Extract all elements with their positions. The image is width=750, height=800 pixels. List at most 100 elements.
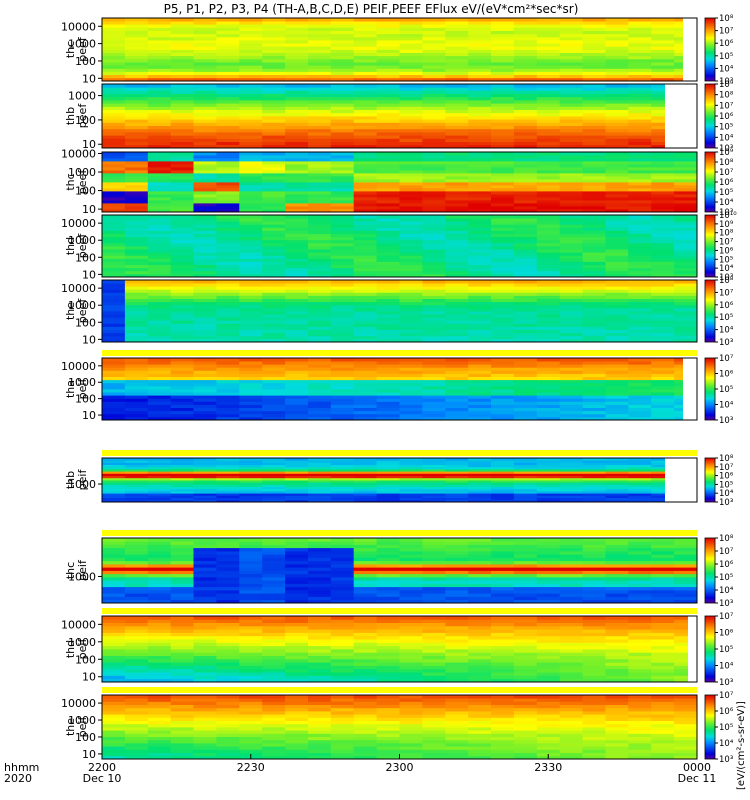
spectrogram-cell <box>399 289 423 293</box>
spectrogram-cell <box>559 255 583 259</box>
spectrogram-cell <box>605 567 629 571</box>
spectrogram-cell <box>262 103 286 107</box>
spectrogram-cell <box>147 191 172 195</box>
spectrogram-cell <box>422 218 446 222</box>
spectrogram-cell <box>445 100 469 104</box>
spectrogram-cell <box>582 655 606 660</box>
spectrogram-cell <box>285 665 309 670</box>
spectrogram-cell <box>376 158 400 162</box>
spectrogram-cell <box>308 358 332 362</box>
spectrogram-cell <box>262 179 286 183</box>
spectrogram-cell <box>170 541 194 545</box>
spectrogram-cell <box>422 398 446 402</box>
spectrogram-cell <box>262 551 286 555</box>
spectrogram-cell <box>216 270 240 275</box>
spectrogram-cell <box>262 100 286 104</box>
spectrogram-cell <box>124 109 149 114</box>
spectrogram-cell <box>102 338 126 343</box>
spectrogram-cell <box>605 261 629 265</box>
spectrogram-cell <box>170 711 194 715</box>
spectrogram-cell <box>651 625 675 630</box>
spectrogram-cell <box>651 642 675 647</box>
spectrogram-cell <box>147 557 172 562</box>
spectrogram-cell <box>399 326 423 330</box>
spectrogram-cell <box>513 21 538 25</box>
spectrogram-cell <box>216 645 240 650</box>
spectrogram-cell <box>513 40 538 44</box>
spectrogram-cell <box>674 167 698 171</box>
spectrogram-cell <box>536 141 561 146</box>
spectrogram-cell <box>308 616 332 620</box>
spectrogram-cell <box>651 255 675 259</box>
spectrogram-cell <box>491 338 515 343</box>
spectrogram-cell <box>628 255 652 259</box>
spectrogram-cell <box>330 167 355 171</box>
spectrogram-cell <box>651 230 675 234</box>
spectrogram-cell <box>239 18 263 22</box>
spectrogram-cell <box>124 301 149 306</box>
spectrogram-cell <box>674 652 698 656</box>
spectrogram-cell <box>513 55 538 60</box>
spectrogram-cell <box>262 616 286 620</box>
spectrogram-cell <box>102 209 126 213</box>
spectrogram-cell <box>422 482 446 485</box>
spectrogram-cell <box>376 77 400 82</box>
spectrogram-cell <box>216 286 240 290</box>
spectrogram-cell <box>102 395 126 399</box>
spectrogram-cell <box>285 236 309 241</box>
spectrogram-cell <box>124 477 149 481</box>
spectrogram-cell <box>285 554 309 558</box>
spectrogram-cell <box>559 24 583 28</box>
spectrogram-cell <box>605 335 629 340</box>
spectrogram-cell <box>353 665 377 670</box>
spectrogram-cell <box>216 497 240 501</box>
spectrogram-cell <box>468 385 492 390</box>
spectrogram-cell <box>285 59 309 63</box>
spectrogram-cell <box>330 221 355 225</box>
spectrogram-cell <box>193 652 217 656</box>
spectrogram-cell <box>102 329 126 334</box>
spectrogram-cell <box>193 499 217 503</box>
spectrogram-cell <box>559 389 583 393</box>
spectrogram-cell <box>124 264 149 269</box>
spectrogram-cell <box>651 176 675 180</box>
spectrogram-cell <box>170 112 194 117</box>
spectrogram-cell <box>536 132 561 136</box>
spectrogram-cell <box>559 46 583 50</box>
spectrogram-cell <box>605 65 629 69</box>
spectrogram-cell <box>170 635 194 640</box>
spectrogram-cell <box>605 286 629 290</box>
spectrogram-cell <box>124 194 149 198</box>
spectrogram-cell <box>628 564 652 568</box>
spectrogram-cell <box>353 18 377 22</box>
spectrogram-cell <box>285 379 309 384</box>
spectrogram-cell <box>536 554 561 558</box>
spectrogram-cell <box>674 164 698 168</box>
spectrogram-cell <box>193 404 217 408</box>
spectrogram-cell <box>536 280 561 284</box>
spectrogram-cell <box>216 119 240 123</box>
spectrogram-cell <box>445 458 469 461</box>
spectrogram-cell <box>330 176 355 180</box>
spectrogram-cell <box>628 298 652 303</box>
spectrogram-cell <box>491 173 515 177</box>
spectrogram-cell <box>536 135 561 139</box>
spectrogram-cell <box>124 469 149 472</box>
spectrogram-cell <box>330 385 355 390</box>
spectrogram-cell <box>262 560 286 565</box>
spectrogram-cell <box>170 188 194 192</box>
spectrogram-cell <box>216 280 240 284</box>
spectrogram-cell <box>399 258 423 262</box>
spectrogram-cell <box>651 197 675 201</box>
spectrogram-cell <box>262 675 286 680</box>
spectrogram-cell <box>376 649 400 653</box>
spectrogram-cell <box>147 395 172 399</box>
spectrogram-cell <box>399 173 423 177</box>
spectrogram-cell <box>491 197 515 201</box>
spectrogram-cell <box>491 577 515 581</box>
spectrogram-cell <box>628 554 652 558</box>
spectrogram-cell <box>308 270 332 275</box>
spectrogram-cell <box>147 475 172 479</box>
spectrogram-cell <box>330 389 355 393</box>
spectrogram-cell <box>330 564 355 568</box>
